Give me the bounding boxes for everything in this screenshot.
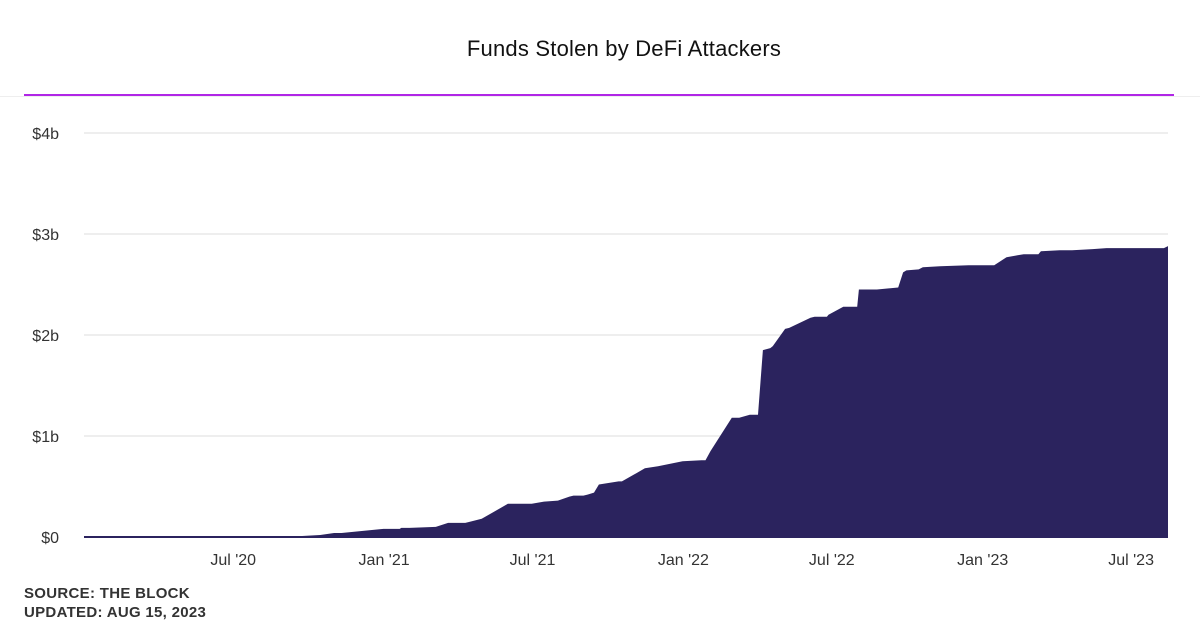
header-divider-faint	[0, 96, 1200, 97]
x-tick-label: Jan '21	[359, 552, 410, 569]
x-tick-label: Jul '20	[210, 552, 256, 569]
y-axis-ticks: $0 $1b $2b $3b $4b	[32, 126, 59, 547]
y-tick-label: $2b	[32, 328, 59, 345]
y-tick-label: $1b	[32, 429, 59, 446]
x-axis-ticks: Jul '20 Jan '21 Jul '21 Jan '22 Jul '22 Jan '…	[210, 552, 1154, 569]
updated-note: UPDATED: AUG 15, 2023	[24, 604, 207, 621]
x-tick-label: Jan '22	[658, 552, 709, 569]
funds-stolen-area	[84, 246, 1168, 537]
y-tick-label: $4b	[32, 126, 59, 143]
x-tick-label: Jan '23	[957, 552, 1008, 569]
chart-title: Funds Stolen by DeFi Attackers	[466, 36, 782, 61]
y-tick-label: $3b	[32, 227, 59, 244]
x-tick-label: Jul '21	[510, 552, 556, 569]
x-tick-label: Jul '23	[1108, 552, 1154, 569]
y-tick-label: $0	[41, 530, 59, 547]
source-note: SOURCE: THE BLOCK	[24, 585, 190, 602]
header-accent-line	[24, 94, 1174, 96]
x-tick-label: Jul '22	[809, 552, 855, 569]
